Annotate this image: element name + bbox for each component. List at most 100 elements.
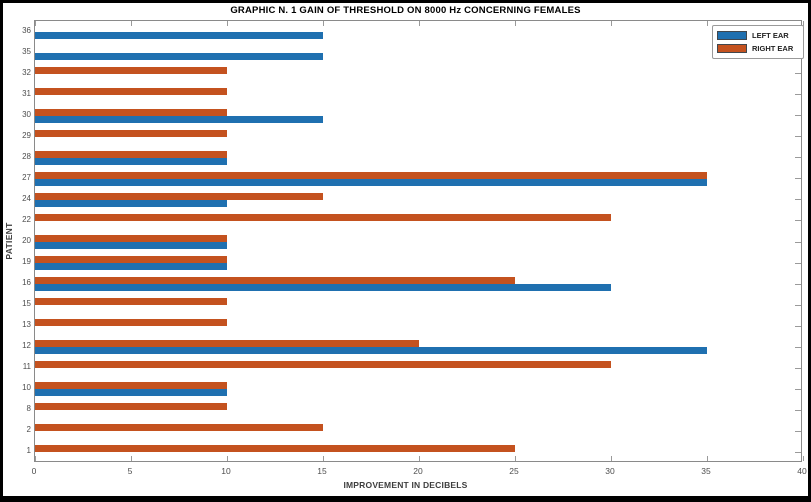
x-tick-top [418, 21, 420, 26]
xtick-label: 30 [605, 466, 615, 476]
ytick-label: 27 [22, 172, 31, 182]
x-tick-top [34, 21, 36, 26]
bar-left-ear-patient-28 [35, 157, 227, 165]
bar-right-ear-patient-27 [35, 171, 707, 179]
ytick-label: 36 [22, 25, 31, 35]
bar-left-ear-patient-12 [35, 347, 707, 355]
bar-right-ear-patient-1 [35, 445, 515, 453]
bar-right-ear-patient-29 [35, 129, 227, 137]
xtick-label: 10 [221, 466, 231, 476]
bar-left-ear-patient-16 [35, 284, 611, 292]
y-axis-label: PATIENT [4, 222, 14, 260]
x-tick [418, 456, 420, 461]
x-axis-label: IMPROVEMENT IN DECIBELS [343, 480, 468, 490]
ytick-label: 10 [22, 383, 31, 393]
ytick-label: 29 [22, 130, 31, 140]
right-tick [795, 409, 801, 411]
legend-swatch [717, 31, 747, 40]
bar-left-ear-patient-24 [35, 199, 227, 207]
x-tick [322, 456, 324, 461]
xtick-label: 0 [31, 466, 37, 476]
bar-left-ear-patient-10 [35, 389, 227, 397]
x-tick [514, 456, 516, 461]
right-tick [795, 73, 801, 75]
bar-left-ear-patient-27 [35, 178, 707, 186]
ytick-label: 31 [22, 88, 31, 98]
x-tick [226, 456, 228, 461]
bar-right-ear-patient-10 [35, 382, 227, 390]
bar-right-ear-patient-28 [35, 150, 227, 158]
chart-title: GRAPHIC N. 1 GAIN OF THRESHOLD ON 8000 H… [230, 5, 581, 16]
ytick-label: 2 [26, 425, 31, 435]
ytick-label: 28 [22, 151, 31, 161]
legend: LEFT EAR RIGHT EAR [712, 25, 804, 59]
bar-right-ear-patient-24 [35, 192, 323, 200]
bar-right-ear-patient-13 [35, 319, 227, 327]
bar-right-ear-patient-22 [35, 213, 611, 221]
x-tick-top [706, 21, 708, 26]
right-tick [795, 367, 801, 369]
legend-item-right-ear: RIGHT EAR [717, 42, 799, 55]
right-tick [795, 157, 801, 159]
bar-right-ear-patient-11 [35, 361, 611, 369]
x-tick [802, 456, 804, 461]
bar-right-ear-patient-30 [35, 108, 227, 116]
bar-right-ear-patient-32 [35, 66, 227, 74]
legend-label: LEFT EAR [752, 31, 789, 40]
x-tick [130, 456, 132, 461]
bar-left-ear-patient-35 [35, 52, 323, 60]
right-tick [795, 346, 801, 348]
legend-swatch [717, 44, 747, 53]
right-tick [795, 178, 801, 180]
right-tick [795, 262, 801, 264]
xtick-label: 25 [509, 466, 519, 476]
xtick-label: 40 [797, 466, 807, 476]
ytick-label: 15 [22, 299, 31, 309]
bar-left-ear-patient-36 [35, 31, 323, 39]
x-tick [34, 456, 36, 461]
bar-right-ear-patient-20 [35, 235, 227, 242]
x-tick-top [802, 21, 804, 26]
x-tick-top [610, 21, 612, 26]
ytick-label: 32 [22, 67, 31, 77]
legend-label: RIGHT EAR [752, 44, 794, 53]
bar-right-ear-patient-8 [35, 403, 227, 411]
plot-area [34, 20, 804, 462]
xtick-label: 35 [701, 466, 711, 476]
right-tick [795, 388, 801, 390]
bar-right-ear-patient-12 [35, 340, 419, 348]
ytick-label: 22 [22, 214, 31, 224]
ytick-label: 30 [22, 109, 31, 119]
x-tick [610, 456, 612, 461]
x-tick [706, 456, 708, 461]
ytick-label: 24 [22, 193, 31, 203]
right-tick [795, 199, 801, 201]
ytick-label: 13 [22, 320, 31, 330]
right-tick [795, 451, 801, 453]
right-tick [795, 241, 801, 243]
right-tick [795, 430, 801, 432]
xtick-label: 20 [413, 466, 423, 476]
bar-right-ear-patient-2 [35, 424, 323, 432]
ytick-label: 11 [22, 362, 31, 372]
x-tick-top [226, 21, 228, 26]
bar-right-ear-patient-31 [35, 87, 227, 95]
right-tick [795, 304, 801, 306]
bar-left-ear-patient-20 [35, 242, 227, 249]
bar-left-ear-patient-19 [35, 263, 227, 271]
right-tick [795, 325, 801, 327]
ytick-label: 19 [22, 257, 31, 267]
xtick-label: 5 [127, 466, 133, 476]
x-tick-top [514, 21, 516, 26]
bar-right-ear-patient-16 [35, 277, 515, 285]
x-tick-top [322, 21, 324, 26]
xtick-label: 15 [317, 466, 327, 476]
legend-item-left-ear: LEFT EAR [717, 29, 799, 42]
right-tick [795, 115, 801, 117]
bar-left-ear-patient-30 [35, 115, 323, 123]
bar-right-ear-patient-19 [35, 256, 227, 264]
right-tick [795, 94, 801, 96]
ytick-label: 20 [22, 236, 31, 245]
ytick-label: 1 [26, 446, 31, 456]
